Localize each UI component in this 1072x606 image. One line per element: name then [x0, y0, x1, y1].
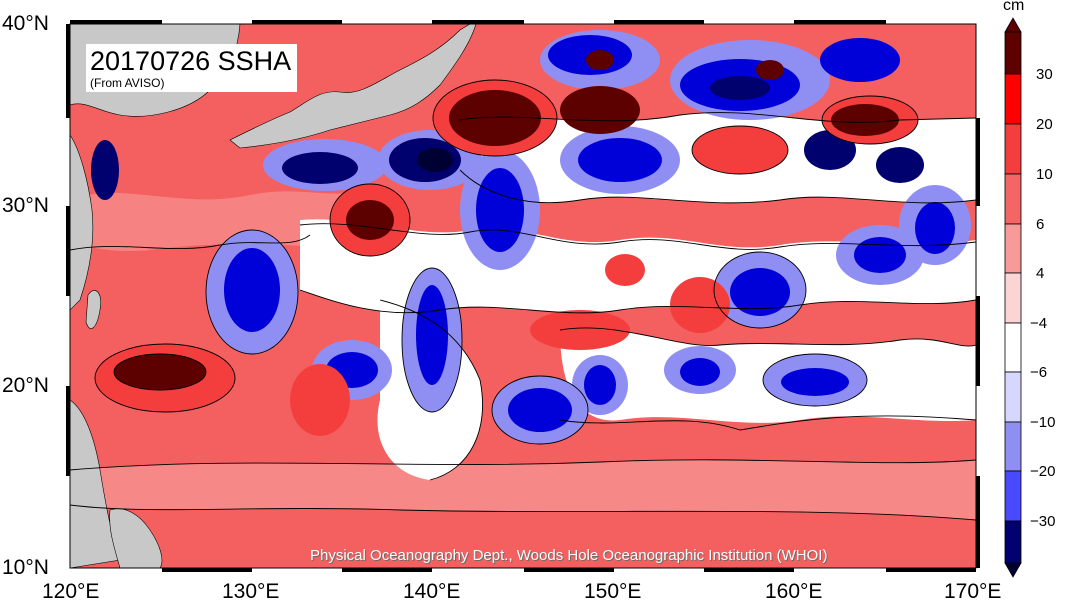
anomaly-region	[586, 50, 614, 70]
colorbar-segment	[1004, 421, 1022, 472]
colorbar-tick-label: −30	[1030, 513, 1056, 530]
colorbar-segment	[1004, 371, 1022, 423]
anomaly-region	[114, 354, 206, 390]
colorbar-tick-label: 6	[1036, 216, 1045, 233]
lat-label-40n: 40°N	[2, 12, 49, 35]
lon-label-160e: 160°E	[765, 580, 823, 603]
anomaly-region	[831, 104, 899, 136]
map-border-ticks	[66, 20, 980, 572]
colorbar-segment	[1004, 272, 1022, 324]
colorbar	[1004, 17, 1022, 578]
anomaly-region	[91, 140, 119, 200]
anomaly-region	[417, 148, 453, 172]
contour-lines	[70, 79, 976, 521]
anomaly-region	[530, 310, 630, 350]
colorbar-segment	[1004, 73, 1022, 125]
data-source: (From AVISO)	[90, 76, 165, 90]
lat-label-20n: 20°N	[2, 374, 49, 397]
colorbar-tick-label: 30	[1036, 66, 1053, 83]
anomaly-region	[710, 76, 770, 100]
lon-label-150e: 150°E	[584, 580, 642, 603]
lon-label-130e: 130°E	[222, 580, 280, 603]
land-mass	[229, 24, 477, 149]
anomaly-region	[416, 285, 448, 385]
colorbar-tick-label: −6	[1030, 364, 1048, 381]
lon-label-120e: 120°E	[42, 580, 100, 603]
colorbar-tick-label: −20	[1030, 463, 1056, 480]
anomaly-region	[449, 90, 541, 146]
colorbar-segment	[1004, 223, 1022, 274]
colorbar-tick-label: 20	[1036, 116, 1053, 133]
map-title-box: 20170726 SSHA (From AVISO)	[86, 44, 298, 92]
colorbar-segment	[1004, 123, 1022, 175]
land-mass	[70, 134, 94, 311]
colorbar-segment	[1004, 31, 1022, 75]
anomaly-region	[476, 168, 524, 252]
anomaly-region	[584, 365, 616, 405]
colorbar-tick-label: −4	[1030, 315, 1048, 332]
anomaly-region	[224, 248, 280, 332]
colorbar-segment	[1004, 17, 1022, 33]
colorbar-segment	[1004, 562, 1022, 578]
lon-label-140e: 140°E	[403, 580, 461, 603]
credit-text: Physical Oceanography Dept., Woods Hole …	[310, 547, 828, 564]
lat-label-30n: 30°N	[2, 194, 49, 217]
anomaly-region	[915, 202, 955, 254]
anomaly-region	[692, 126, 788, 174]
colorbar-segment	[1004, 470, 1022, 522]
anomaly-region	[346, 200, 394, 240]
anomaly-region	[605, 254, 645, 286]
anomaly-region	[70, 459, 976, 520]
anomaly-region	[282, 152, 358, 184]
colorbar-segment	[1004, 173, 1022, 225]
lon-label-170e: 170°E	[944, 580, 1002, 603]
anomaly-region	[508, 388, 572, 432]
colorbar-segment	[1004, 322, 1022, 373]
anomaly-region	[820, 38, 900, 82]
anomaly-region	[781, 368, 849, 396]
anomaly-region	[680, 358, 720, 386]
anomaly-region	[670, 277, 730, 333]
land-mass	[85, 290, 101, 329]
anomaly-region	[578, 138, 662, 182]
colorbar-tick-label: −10	[1030, 414, 1056, 431]
colorbar-tick-label: 10	[1036, 166, 1053, 183]
lat-label-10n: 10°N	[2, 556, 49, 579]
anomaly-region	[290, 364, 350, 436]
anomaly-region	[854, 237, 906, 273]
anomaly-region	[70, 190, 360, 252]
anomaly-region	[756, 60, 784, 80]
map-title: 20170726 SSHA	[90, 46, 292, 76]
anomaly-region	[560, 86, 640, 134]
colorbar-unit: cm	[1003, 0, 1025, 14]
colorbar-tick-label: 4	[1036, 265, 1045, 282]
colorbar-segment	[1004, 520, 1022, 564]
land-mass	[109, 508, 163, 568]
anomaly-region	[730, 268, 790, 316]
anomaly-region	[876, 147, 924, 183]
